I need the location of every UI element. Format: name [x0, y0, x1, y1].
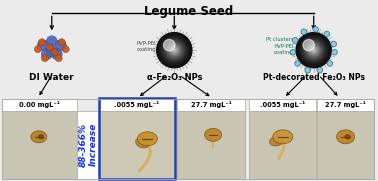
Circle shape: [297, 33, 330, 67]
Circle shape: [298, 34, 330, 66]
Text: Legume Seed: Legume Seed: [144, 5, 233, 18]
FancyBboxPatch shape: [99, 111, 174, 179]
FancyBboxPatch shape: [2, 99, 77, 111]
Circle shape: [295, 61, 301, 66]
Circle shape: [296, 33, 331, 68]
Circle shape: [160, 35, 189, 65]
Circle shape: [55, 40, 66, 51]
Circle shape: [301, 29, 307, 35]
Circle shape: [302, 38, 326, 62]
Circle shape: [299, 35, 328, 65]
Circle shape: [160, 36, 188, 64]
Circle shape: [46, 36, 57, 47]
Circle shape: [312, 48, 316, 52]
Circle shape: [51, 49, 62, 60]
Circle shape: [169, 45, 180, 56]
FancyBboxPatch shape: [317, 111, 375, 179]
Circle shape: [331, 41, 336, 47]
FancyBboxPatch shape: [317, 99, 375, 111]
Circle shape: [301, 37, 327, 63]
Circle shape: [172, 48, 176, 52]
Circle shape: [167, 43, 182, 58]
Circle shape: [51, 49, 58, 56]
Circle shape: [313, 27, 319, 32]
Text: α-Fe₂O₃ NPs: α-Fe₂O₃ NPs: [147, 73, 202, 82]
FancyBboxPatch shape: [249, 111, 316, 179]
Circle shape: [293, 38, 298, 43]
Circle shape: [308, 45, 319, 56]
Circle shape: [304, 41, 323, 59]
Circle shape: [170, 46, 179, 55]
Text: 27.7 mgL⁻¹: 27.7 mgL⁻¹: [191, 101, 231, 108]
Circle shape: [46, 46, 57, 57]
Circle shape: [164, 40, 184, 60]
Circle shape: [307, 44, 320, 57]
Ellipse shape: [337, 130, 355, 144]
Circle shape: [34, 46, 41, 53]
Circle shape: [158, 34, 190, 66]
Circle shape: [317, 67, 322, 73]
Circle shape: [62, 46, 69, 53]
Circle shape: [324, 31, 330, 37]
Text: .0055 mgL⁻¹: .0055 mgL⁻¹: [115, 101, 160, 108]
Circle shape: [38, 39, 45, 46]
Circle shape: [161, 37, 187, 63]
Circle shape: [41, 55, 48, 62]
Circle shape: [170, 47, 178, 54]
Circle shape: [46, 44, 53, 51]
Text: 0.00 mgL⁻¹: 0.00 mgL⁻¹: [19, 101, 60, 108]
Circle shape: [165, 41, 184, 59]
FancyBboxPatch shape: [77, 111, 99, 179]
Ellipse shape: [138, 132, 157, 146]
Circle shape: [332, 49, 337, 55]
Circle shape: [163, 39, 185, 61]
Text: DI Water: DI Water: [29, 73, 74, 82]
Text: .0055 mgL⁻¹: .0055 mgL⁻¹: [260, 101, 305, 108]
Ellipse shape: [31, 131, 47, 143]
Circle shape: [55, 55, 62, 62]
Circle shape: [303, 39, 325, 61]
Circle shape: [311, 47, 316, 53]
FancyBboxPatch shape: [2, 111, 77, 179]
Circle shape: [290, 49, 296, 55]
Circle shape: [172, 47, 177, 53]
Text: Pt-decorated Fe₂O₃ NPs: Pt-decorated Fe₂O₃ NPs: [263, 73, 365, 82]
FancyBboxPatch shape: [99, 99, 174, 111]
Text: 88-366%
Increase: 88-366% Increase: [79, 123, 98, 167]
Circle shape: [327, 61, 333, 66]
Ellipse shape: [38, 135, 43, 139]
Ellipse shape: [204, 128, 222, 141]
Circle shape: [164, 39, 175, 51]
FancyBboxPatch shape: [249, 99, 316, 111]
Circle shape: [306, 43, 321, 58]
Circle shape: [174, 49, 175, 51]
Circle shape: [305, 42, 322, 58]
Ellipse shape: [270, 136, 284, 146]
Circle shape: [41, 49, 52, 60]
Circle shape: [168, 44, 181, 57]
Circle shape: [303, 39, 314, 51]
Circle shape: [304, 40, 324, 60]
Text: 27.7 mgL⁻¹: 27.7 mgL⁻¹: [325, 101, 366, 108]
FancyBboxPatch shape: [177, 99, 245, 111]
Circle shape: [310, 47, 318, 54]
Ellipse shape: [273, 130, 293, 144]
Ellipse shape: [136, 138, 149, 148]
Circle shape: [162, 38, 186, 62]
Circle shape: [166, 42, 183, 58]
Circle shape: [157, 33, 192, 68]
Text: Pt clusters on
PVP-PEI
coating: Pt clusters on PVP-PEI coating: [266, 37, 302, 55]
Ellipse shape: [345, 135, 350, 139]
Circle shape: [58, 39, 65, 46]
Circle shape: [37, 40, 48, 51]
Circle shape: [309, 46, 318, 55]
Circle shape: [158, 33, 191, 67]
Text: PVP-PEI
coating: PVP-PEI coating: [136, 41, 156, 52]
Circle shape: [313, 49, 314, 51]
Circle shape: [300, 36, 328, 64]
FancyBboxPatch shape: [177, 111, 245, 179]
Circle shape: [305, 67, 310, 73]
